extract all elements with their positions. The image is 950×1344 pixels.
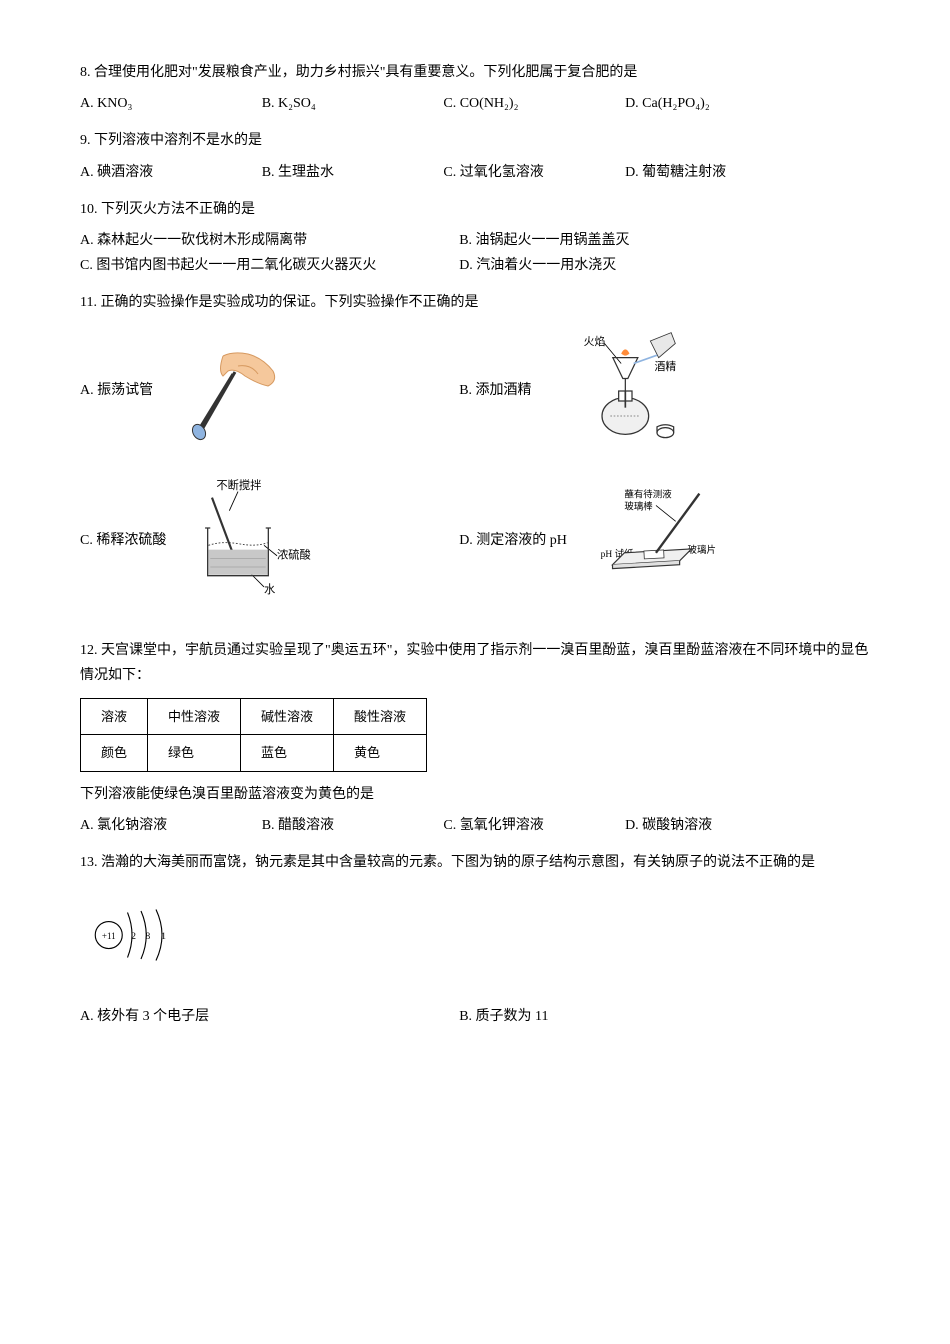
- q8-text: 8. 合理使用化肥对"发展粮食产业，助力乡村振兴"具有重要意义。下列化肥属于复合…: [80, 60, 870, 85]
- atom-shell-1: 2: [131, 931, 136, 942]
- q12-table: 溶液 中性溶液 碱性溶液 酸性溶液 颜色 绿色 蓝色 黄色: [80, 698, 427, 772]
- q10-opt-b: B. 油锅起火一一用锅盖盖灭: [459, 228, 838, 253]
- atom-shell-2: 8: [145, 931, 150, 942]
- q9-opt-b: B. 生理盐水: [262, 160, 444, 185]
- question-9: 9. 下列溶液中溶剂不是水的是 A. 碘酒溶液 B. 生理盐水 C. 过氧化氢溶…: [80, 128, 870, 184]
- atom-diagram: +11 2 8 1: [90, 890, 870, 989]
- q11-opt-c-label: C. 稀释浓硫酸: [80, 528, 166, 553]
- q13-options: A. 核外有 3 个电子层 B. 质子数为 11: [80, 1004, 870, 1029]
- q13-opt-b: B. 质子数为 11: [459, 1004, 838, 1029]
- q12-r2-1: 绿色: [148, 735, 241, 771]
- q12-opt-c: C. 氢氧化钾溶液: [443, 813, 625, 838]
- q12-options: A. 氯化钠溶液 B. 醋酸溶液 C. 氢氧化钾溶液 D. 碳酸钠溶液: [80, 813, 870, 838]
- q10-opt-c: C. 图书馆内图书起火一一用二氧化碳灭火器灭火: [80, 253, 459, 278]
- q9-opt-c: C. 过氧化氢溶液: [443, 160, 625, 185]
- q11-img-a: [163, 326, 313, 456]
- q11-image-options: A. 振荡试管 B. 添加酒精 火焰 酒精: [80, 326, 870, 626]
- label-glassrod: 玻璃棒: [624, 500, 653, 512]
- q8-opt-a: A. KNO₃: [80, 91, 262, 116]
- q9-options: A. 碘酒溶液 B. 生理盐水 C. 过氧化氢溶液 D. 葡萄糖注射液: [80, 160, 870, 185]
- q11-opt-a-label: A. 振荡试管: [80, 378, 153, 403]
- label-stir: 不断搅拌: [217, 478, 262, 492]
- q11-opt-d: D. 测定溶液的 pH 蘸有待测液 玻璃棒 玻璃片 pH 试纸: [459, 476, 838, 606]
- q12-opt-a: A. 氯化钠溶液: [80, 813, 262, 838]
- q12-th-1: 中性溶液: [148, 698, 241, 734]
- q8-opt-b: B. K₂SO₄: [262, 91, 444, 116]
- q8-options: A. KNO₃ B. K₂SO₄ C. CO(NH₂)₂ D. Ca(H₂PO₄…: [80, 91, 870, 116]
- atom-nucleus: +11: [102, 931, 116, 941]
- q12-text: 12. 天宫课堂中，宇航员通过实验呈现了"奥运五环"，实验中使用了指示剂一一溴百…: [80, 638, 870, 688]
- question-8: 8. 合理使用化肥对"发展粮食产业，助力乡村振兴"具有重要意义。下列化肥属于复合…: [80, 60, 870, 116]
- q11-opt-b-label: B. 添加酒精: [459, 378, 531, 403]
- question-12: 12. 天宫课堂中，宇航员通过实验呈现了"奥运五环"，实验中使用了指示剂一一溴百…: [80, 638, 870, 839]
- label-alcohol: 酒精: [654, 360, 676, 373]
- q11-opt-d-label: D. 测定溶液的 pH: [459, 528, 567, 553]
- q12-th-3: 酸性溶液: [334, 698, 427, 734]
- q11-opt-b: B. 添加酒精 火焰 酒精: [459, 326, 838, 456]
- q8-opt-c: C. CO(NH₂)₂: [443, 91, 625, 116]
- label-glassplate: 玻璃片: [687, 543, 715, 555]
- q13-text: 13. 浩瀚的大海美丽而富饶，钠元素是其中含量较高的元素。下图为钠的原子结构示意…: [80, 850, 870, 875]
- q12-opt-b: B. 醋酸溶液: [262, 813, 444, 838]
- q10-opt-d: D. 汽油着火一一用水浇灭: [459, 253, 838, 278]
- q12-r2-3: 黄色: [334, 735, 427, 771]
- q11-opt-c: C. 稀释浓硫酸 不断搅拌 浓硫酸 水: [80, 476, 459, 606]
- label-water: 水: [264, 583, 275, 596]
- q11-img-b: 火焰 酒精: [542, 326, 692, 456]
- label-h2so4: 浓硫酸: [277, 547, 311, 561]
- q12-th-2: 碱性溶液: [241, 698, 334, 734]
- label-flame: 火焰: [583, 334, 605, 348]
- q9-text: 9. 下列溶液中溶剂不是水的是: [80, 128, 870, 153]
- q9-opt-d: D. 葡萄糖注射液: [625, 160, 807, 185]
- q9-opt-a: A. 碘酒溶液: [80, 160, 262, 185]
- q12-r2-2: 蓝色: [241, 735, 334, 771]
- q12-r2-0: 颜色: [81, 735, 148, 771]
- q10-options: A. 森林起火一一砍伐树木形成隔离带 B. 油锅起火一一用锅盖盖灭 C. 图书馆…: [80, 228, 870, 278]
- q12-text2: 下列溶液能使绿色溴百里酚蓝溶液变为黄色的是: [80, 782, 870, 807]
- q12-opt-d: D. 碳酸钠溶液: [625, 813, 807, 838]
- q13-opt-a: A. 核外有 3 个电子层: [80, 1004, 459, 1029]
- question-11: 11. 正确的实验操作是实验成功的保证。下列实验操作不正确的是 A. 振荡试管 …: [80, 290, 870, 625]
- q11-opt-a: A. 振荡试管: [80, 326, 459, 456]
- q11-img-c: 不断搅拌 浓硫酸 水: [176, 476, 326, 606]
- q11-img-d: 蘸有待测液 玻璃棒 玻璃片 pH 试纸: [577, 476, 727, 606]
- q8-opt-d: D. Ca(H₂PO₄)₂: [625, 91, 807, 116]
- q12-th-0: 溶液: [81, 698, 148, 734]
- question-13: 13. 浩瀚的大海美丽而富饶，钠元素是其中含量较高的元素。下图为钠的原子结构示意…: [80, 850, 870, 1030]
- label-dipped: 蘸有待测液: [624, 488, 672, 500]
- q11-text: 11. 正确的实验操作是实验成功的保证。下列实验操作不正确的是: [80, 290, 870, 315]
- q10-opt-a: A. 森林起火一一砍伐树木形成隔离带: [80, 228, 459, 253]
- q10-text: 10. 下列灭火方法不正确的是: [80, 197, 870, 222]
- question-10: 10. 下列灭火方法不正确的是 A. 森林起火一一砍伐树木形成隔离带 B. 油锅…: [80, 197, 870, 279]
- atom-shell-3: 1: [161, 931, 166, 942]
